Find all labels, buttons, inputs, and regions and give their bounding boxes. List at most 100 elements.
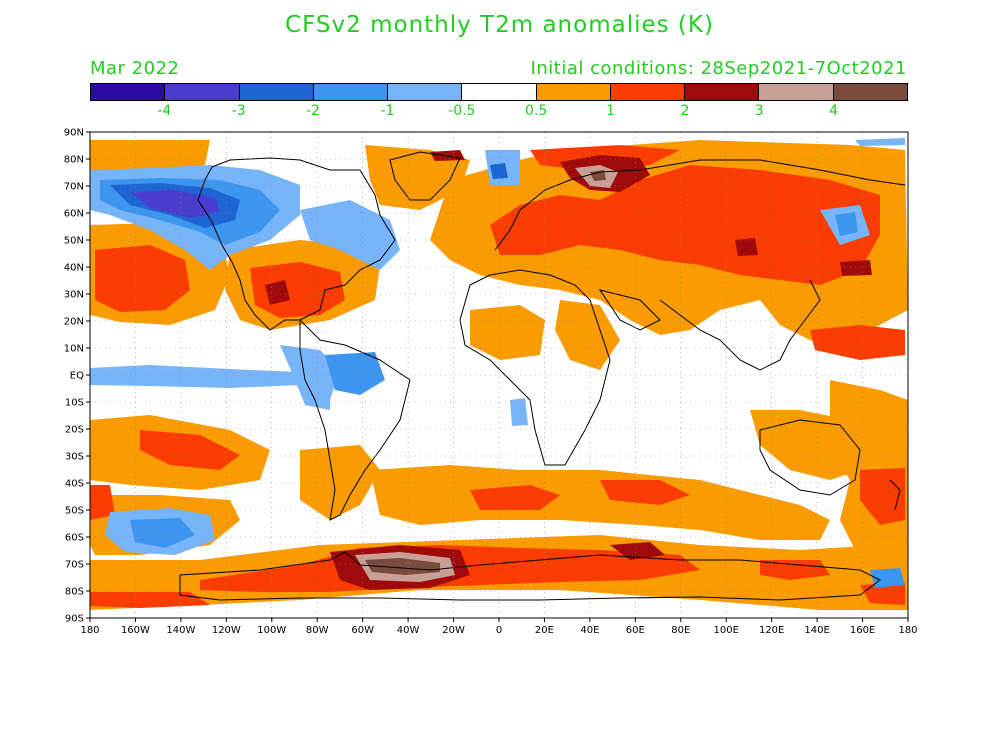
anomaly-patch [90,592,210,608]
lon-label: 80W [306,625,329,636]
lat-label: 30N [64,290,84,301]
lon-label: 100W [257,625,286,636]
anomaly-patch [510,398,528,426]
anomaly-patch [860,583,905,605]
anomaly-patch [760,560,830,580]
anomaly-patch [490,163,508,179]
lat-label: 10S [65,398,84,409]
anomaly-patch [855,138,905,146]
colorbar-swatch [313,84,389,100]
lat-label: 20S [65,425,84,436]
lon-label: 40W [397,625,420,636]
anomaly-patch [600,480,690,505]
lat-label: 30S [65,452,84,463]
anomaly-patch [555,300,620,370]
lon-label: 60E [626,625,645,636]
lat-label: 70N [64,182,84,193]
colorbar-swatch [239,84,314,100]
colorbar-label: 3 [754,103,764,119]
initial-conditions-label: Initial conditions: 28Sep2021-7Oct2021 [530,58,907,79]
lon-label: 180 [80,625,99,636]
lon-label: 140E [804,625,829,636]
colorbar-swatch [610,84,686,100]
anomaly-patch [325,352,385,395]
colorbar-label: -4 [157,103,172,119]
anomaly-patch [430,150,465,161]
anomaly-patch [860,468,905,525]
lon-label: 60W [351,625,374,636]
coastlines [179,151,906,601]
colorbar-label: 2 [680,103,690,119]
colorbar-swatch [759,84,834,100]
latitude-axis: 90N 80N 70N 60N 50N 40N 30N 20N 10N EQ 10S 20S 30S 40… [64,128,90,625]
anomaly-patch [365,558,440,575]
lon-label: 120E [759,625,784,636]
anomaly-patch [840,260,872,276]
lat-label: 50S [65,506,84,517]
map-title: CFSv2 monthly T2m anomalies (K) [285,12,714,38]
lon-label: 20E [535,625,554,636]
colorbar-swatch [388,84,463,100]
anomaly-patch [265,280,290,305]
lon-label: 160E [850,625,875,636]
lon-label: 20W [442,625,465,636]
colorbar-swatch [833,84,907,100]
anomaly-patch [95,245,190,312]
anomaly-patch [130,518,195,548]
colorbar-swatch [91,84,166,100]
anomaly-patch [90,485,115,520]
anomaly-patch [735,238,758,256]
lat-label: 80S [65,587,84,598]
graticule [90,132,908,618]
colorbar-label: -1 [380,103,395,119]
lat-label: 90N [64,128,84,139]
lon-label: 180 [898,625,917,636]
anomaly-patch [610,542,665,560]
colorbar-label: -0.5 [448,103,476,119]
lat-label: 50N [64,236,84,247]
anomaly-patch [870,568,905,588]
anomaly-patch [130,190,220,218]
lon-label: 140W [166,625,195,636]
anomaly-patch [590,170,606,181]
anomaly-patch [470,305,545,360]
colorbar-swatch [536,84,611,100]
lat-label: 40N [64,263,84,274]
lon-label: 120W [212,625,241,636]
colorbar [90,83,908,101]
anomaly-patch [835,212,858,236]
colorbar-label: -3 [231,103,246,119]
colorbar-label: 1 [606,103,615,119]
lat-label: EQ [70,371,84,382]
lon-label: 100E [714,625,739,636]
anomaly-patch [365,145,470,210]
anomaly-patch [280,345,340,410]
longitude-axis: 180 160W 140W 120W 100W 80W 60W 40W 20W 0 20E 40E 60… [80,618,918,636]
lat-label: 60S [65,533,84,544]
colorbar-swatch [462,84,537,100]
anomaly-patch [300,445,380,520]
lon-label: 80E [671,625,690,636]
colorbar-label: 4 [829,103,839,119]
anomaly-patch [370,465,830,540]
anomaly-patch [140,430,240,470]
lat-label: 80N [64,155,84,166]
lat-label: 60N [64,209,84,220]
lat-label: 70S [65,560,84,571]
lat-label: 20N [64,317,84,328]
colorbar-labels: -4 -3 -2 -1 -0.5 0.5 1 2 3 4 [90,103,908,121]
anomaly-patch [810,325,905,360]
anomaly-patch [300,200,400,270]
colorbar-swatch [685,84,760,100]
lat-label: 40S [65,479,84,490]
colorbar-swatch [165,84,240,100]
colorbar-label: -2 [306,103,321,119]
anomaly-patch [470,485,560,510]
lon-label: 0 [496,625,502,636]
colorbar-label: 0.5 [525,103,548,119]
lat-label: 90S [65,614,84,625]
lat-label: 10N [64,344,84,355]
anomaly-patch [490,165,880,285]
lon-label: 40E [580,625,599,636]
